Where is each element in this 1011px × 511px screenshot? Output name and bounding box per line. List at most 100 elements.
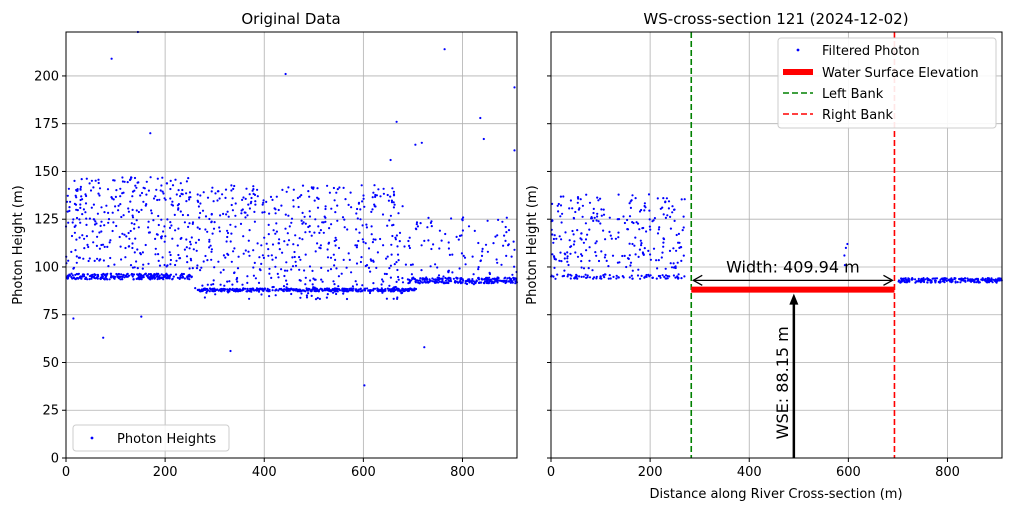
data-point xyxy=(68,209,71,212)
data-point xyxy=(332,253,335,256)
data-point xyxy=(181,213,184,217)
data-point xyxy=(231,288,234,292)
data-point xyxy=(292,205,295,208)
data-point xyxy=(302,221,305,224)
data-point xyxy=(572,233,575,236)
data-point xyxy=(447,241,450,244)
data-point xyxy=(166,218,169,221)
data-point xyxy=(224,188,228,191)
data-point xyxy=(263,211,266,214)
data-point xyxy=(219,214,222,217)
data-point xyxy=(189,274,192,277)
data-point xyxy=(274,294,277,297)
data-point xyxy=(682,226,685,229)
data-point xyxy=(154,253,157,256)
data-point xyxy=(386,255,389,258)
panel-ws-cross-section: WS-cross-section 121 (2024-12-02) Photon… xyxy=(525,10,1003,502)
data-point xyxy=(390,199,393,202)
data-point xyxy=(199,202,202,205)
data-point xyxy=(177,207,180,210)
data-point xyxy=(554,258,558,261)
data-point xyxy=(381,291,384,294)
data-point xyxy=(265,242,268,245)
data-point xyxy=(318,297,321,300)
data-point xyxy=(843,254,846,257)
data-point xyxy=(132,273,136,276)
data-point xyxy=(441,277,444,280)
data-point xyxy=(455,235,458,238)
data-point xyxy=(559,195,563,198)
data-point xyxy=(233,247,236,250)
data-point xyxy=(234,290,237,293)
data-point xyxy=(326,248,329,251)
data-point xyxy=(346,290,349,293)
data-point xyxy=(324,220,327,223)
data-point xyxy=(390,243,393,246)
data-point xyxy=(133,266,136,269)
data-point xyxy=(342,292,345,295)
data-point xyxy=(365,223,368,226)
data-point xyxy=(649,258,653,261)
data-point xyxy=(665,197,669,200)
data-point xyxy=(637,255,640,258)
data-point xyxy=(177,227,180,230)
data-point xyxy=(125,235,128,238)
data-point xyxy=(160,218,163,221)
data-point xyxy=(917,280,920,283)
data-point xyxy=(479,116,482,120)
data-point xyxy=(640,244,643,247)
data-point xyxy=(323,215,326,218)
data-point xyxy=(312,286,315,289)
data-point xyxy=(329,268,333,271)
data-point xyxy=(675,233,678,237)
data-point xyxy=(292,188,295,191)
data-point xyxy=(320,278,323,281)
data-point xyxy=(326,256,330,259)
data-point xyxy=(100,206,103,209)
data-point xyxy=(467,279,470,282)
data-point xyxy=(216,199,219,202)
data-point xyxy=(172,275,175,278)
data-point xyxy=(201,284,204,287)
x-tick-label: 400 xyxy=(252,465,277,480)
data-point xyxy=(447,271,450,274)
data-point xyxy=(648,218,651,221)
data-point xyxy=(347,203,350,206)
data-point xyxy=(305,294,308,297)
data-point xyxy=(210,190,213,193)
data-point xyxy=(569,199,573,202)
data-point xyxy=(355,228,358,231)
data-point xyxy=(393,286,396,289)
data-point xyxy=(98,231,101,234)
data-point xyxy=(475,279,478,282)
data-point xyxy=(434,278,437,281)
data-point xyxy=(262,201,265,204)
data-point xyxy=(602,213,606,216)
data-point xyxy=(273,207,276,210)
data-point xyxy=(304,231,307,234)
data-point xyxy=(115,273,119,276)
data-point xyxy=(631,242,634,246)
data-point xyxy=(300,292,303,295)
scatter-points xyxy=(64,30,519,387)
data-point xyxy=(322,231,325,234)
data-point xyxy=(94,179,97,182)
data-point xyxy=(124,256,127,259)
data-point xyxy=(169,179,172,182)
data-point xyxy=(236,289,240,293)
data-point xyxy=(438,247,441,250)
data-point xyxy=(431,277,434,280)
width-arrowhead-left xyxy=(691,274,703,286)
data-point xyxy=(212,227,216,230)
data-point xyxy=(379,195,382,198)
data-point xyxy=(363,205,366,208)
data-point xyxy=(513,265,516,268)
data-point xyxy=(136,267,139,270)
data-point xyxy=(420,244,423,247)
data-point xyxy=(603,256,607,259)
data-point xyxy=(298,256,301,259)
data-point xyxy=(569,277,572,280)
data-point xyxy=(161,256,164,259)
data-point xyxy=(177,189,180,192)
data-point xyxy=(79,185,82,188)
